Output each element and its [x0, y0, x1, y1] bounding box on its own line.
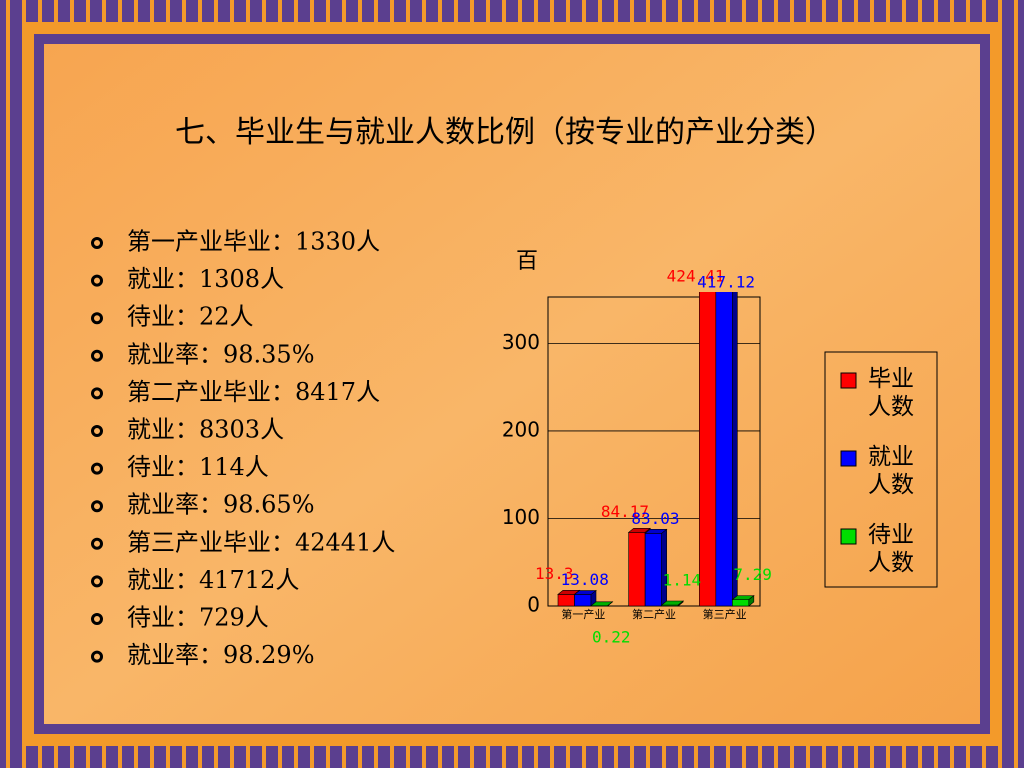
bar — [645, 533, 662, 606]
bar — [558, 594, 575, 606]
legend-swatch — [841, 451, 856, 466]
bullet-text: 就业率：98.29% — [127, 641, 315, 669]
bullet-text: 就业：1308人 — [127, 265, 284, 293]
legend-swatch — [841, 529, 856, 544]
bullet-text: 第一产业毕业：1330人 — [127, 228, 380, 256]
bullet-text: 就业率：98.65% — [127, 491, 315, 519]
bar — [575, 595, 592, 606]
slide-title: 七、毕业生与就业人数比例（按专业的产业分类） — [175, 115, 835, 150]
bar-side — [732, 237, 737, 606]
bar — [716, 241, 733, 606]
x-tick-label: 第二产业 — [632, 607, 676, 621]
bullet-text: 第三产业毕业：42441人 — [127, 528, 395, 556]
legend-swatch — [841, 373, 856, 388]
data-label: 1.14 — [663, 571, 702, 590]
bullet-text: 就业：41712人 — [127, 566, 299, 594]
x-tick-label: 第一产业 — [561, 607, 605, 621]
bullet-text: 待业：729人 — [127, 604, 269, 632]
y-axis-label: 百 — [516, 249, 538, 274]
bullet-text: 待业：22人 — [127, 303, 254, 331]
y-tick-label: 100 — [502, 505, 540, 529]
data-label: 13.08 — [561, 570, 609, 589]
data-label: 7.29 — [733, 565, 772, 584]
y-tick-label: 200 — [502, 417, 540, 441]
bullet-text: 第二产业毕业：8417人 — [127, 378, 380, 406]
data-label: 0.22 — [592, 628, 631, 647]
bullet-text: 就业率：98.35% — [127, 340, 315, 368]
bullet-text: 就业：8303人 — [127, 416, 284, 444]
bar — [732, 600, 749, 606]
y-tick-label: 0 — [527, 593, 540, 617]
data-label: 83.03 — [631, 509, 679, 528]
data-label: 417.12 — [697, 273, 755, 292]
bullet-text: 待业：114人 — [127, 453, 269, 481]
y-tick-label: 300 — [502, 330, 540, 354]
bar — [629, 532, 646, 606]
x-tick-label: 第三产业 — [703, 607, 747, 621]
bar-side — [662, 529, 667, 606]
